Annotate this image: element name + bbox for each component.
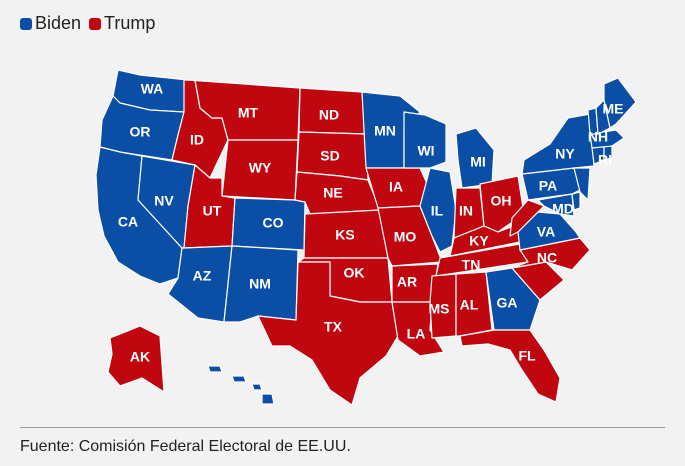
state-label-ia: IA <box>389 179 403 195</box>
state-hi <box>207 365 275 405</box>
state-label-nc: NC <box>537 250 557 266</box>
legend-label-trump: Trump <box>104 13 156 33</box>
state-label-co: CO <box>263 215 284 231</box>
state-label-nv: NV <box>154 193 174 209</box>
state-label-pa: PA <box>539 178 557 194</box>
state-label-ri: RI <box>598 152 612 168</box>
state-il <box>419 167 457 253</box>
state-label-va: VA <box>537 224 555 240</box>
state-label-nh: NH <box>588 129 608 145</box>
us-election-map: WA OR CA NV ID MT WY UT AZ CO NM ND SD NE KS OK TX MN IA MO… <box>95 69 637 406</box>
state-label-wa: WA <box>141 81 164 97</box>
state-label-tn: TN <box>462 257 481 273</box>
state-nc <box>511 237 591 271</box>
state-label-ne: NE <box>323 185 342 201</box>
state-label-mo: MO <box>394 229 417 245</box>
states-layer <box>95 69 637 406</box>
state-wi <box>403 111 447 169</box>
state-ga <box>485 267 541 331</box>
state-label-ny: NY <box>555 146 575 162</box>
state-fl <box>459 329 561 403</box>
legend-item-trump: Trump <box>89 13 155 34</box>
state-tx <box>257 261 399 406</box>
state-label-fl: FL <box>518 348 536 364</box>
state-ak <box>107 325 165 393</box>
state-label-ok: OK <box>344 265 365 281</box>
state-label-id: ID <box>190 132 204 148</box>
state-label-ky: KY <box>469 233 489 249</box>
source-note: Fuente: Comisión Federal Electoral de EE… <box>20 438 351 455</box>
state-label-wy: WY <box>249 160 272 176</box>
state-label-ga: GA <box>497 295 518 311</box>
state-label-az: AZ <box>193 268 212 284</box>
state-label-nd: ND <box>319 107 339 123</box>
state-label-la: LA <box>407 326 426 342</box>
state-label-wi: WI <box>417 143 434 159</box>
state-label-or: OR <box>130 124 151 140</box>
state-label-ca: CA <box>118 214 138 230</box>
state-me <box>603 77 637 129</box>
footer-divider <box>20 427 665 428</box>
map-legend: Biden Trump <box>20 13 155 34</box>
state-label-me: ME <box>603 101 624 117</box>
state-label-mi: MI <box>470 154 486 170</box>
state-ms <box>429 273 457 339</box>
state-label-md: MD <box>552 201 574 217</box>
legend-item-biden: Biden <box>20 13 81 34</box>
state-ma <box>589 129 625 149</box>
state-nj <box>573 167 591 201</box>
state-label-mn: MN <box>374 123 396 139</box>
state-label-ks: KS <box>335 227 354 243</box>
state-label-ms: MS <box>429 301 450 317</box>
state-label-ak: AK <box>130 349 150 365</box>
state-label-ut: UT <box>203 203 222 219</box>
state-ny <box>521 113 595 175</box>
state-label-oh: OH <box>491 193 512 209</box>
state-de <box>571 191 581 211</box>
state-label-sd: SD <box>320 148 339 164</box>
state-label-il: IL <box>431 203 444 219</box>
state-label-ar: AR <box>397 274 417 290</box>
legend-swatch-trump <box>89 17 102 30</box>
state-label-nm: NM <box>249 276 271 292</box>
state-label-in: IN <box>459 203 473 219</box>
state-label-al: AL <box>460 297 479 313</box>
state-label-mt: MT <box>238 105 259 121</box>
legend-swatch-biden <box>20 17 32 30</box>
state-label-tx: TX <box>324 319 343 335</box>
state-labels-layer: WA OR CA NV ID MT WY UT AZ CO NM ND SD NE KS OK TX MN IA MO… <box>118 81 624 365</box>
legend-label-biden: Biden <box>35 13 82 33</box>
